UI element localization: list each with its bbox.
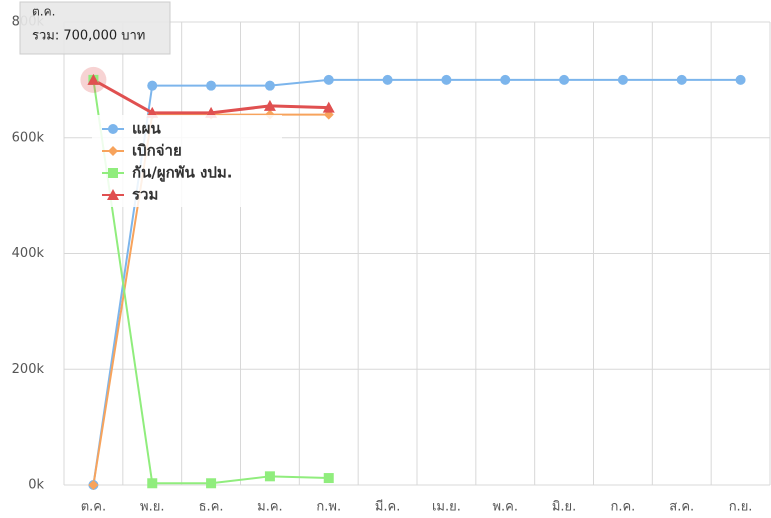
x-tick-label: พ.ย. <box>140 500 164 515</box>
legend-label: กัน/ผูกพัน งปม. <box>132 164 232 183</box>
marker <box>382 74 393 85</box>
legend-label: รวม <box>132 186 158 204</box>
x-tick-label: ส.ค. <box>669 500 694 515</box>
x-tick-label: พ.ค. <box>492 500 518 515</box>
marker <box>108 168 118 178</box>
legend-label: แผน <box>132 120 161 138</box>
y-tick-label: 600k <box>12 130 45 145</box>
marker <box>87 73 100 85</box>
marker <box>323 74 334 85</box>
marker <box>676 74 687 85</box>
marker <box>263 99 276 111</box>
marker <box>206 478 217 489</box>
marker <box>147 478 158 489</box>
y-tick-label: 200k <box>12 362 45 377</box>
x-tick-label: ก.ค. <box>610 500 635 515</box>
x-tick-label: มิ.ย. <box>552 500 576 515</box>
x-tick-label: ธ.ค. <box>199 500 224 515</box>
marker <box>323 473 334 484</box>
marker <box>264 471 275 482</box>
marker <box>108 124 118 134</box>
series-line <box>92 78 741 486</box>
tooltip: ต.ค. รวม: 700,000 บาท <box>19 1 171 55</box>
x-tick-label: ก.พ. <box>316 500 341 515</box>
legend-label: เบิกจ่าย <box>132 142 182 160</box>
marker <box>559 74 570 85</box>
x-tick-label: เม.ย. <box>432 500 461 515</box>
marker <box>206 80 217 91</box>
y-tick-label: 0k <box>28 478 44 493</box>
y-tick-label: 400k <box>12 246 45 261</box>
marker <box>500 74 511 85</box>
legend-box <box>92 115 282 207</box>
x-tick-label: มี.ค. <box>375 499 401 515</box>
x-tick-label: ก.ย. <box>729 500 753 515</box>
tooltip-box <box>19 1 171 55</box>
marker <box>107 189 119 200</box>
marker <box>264 80 275 91</box>
marker <box>147 80 158 91</box>
tooltip-text: รวม: 700,000 บาท <box>32 29 145 44</box>
x-tick-label: ต.ค. <box>81 500 106 515</box>
marker <box>88 480 99 490</box>
marker <box>617 74 628 85</box>
x-tick-label: ม.ค. <box>257 500 283 515</box>
marker <box>735 74 746 85</box>
marker <box>108 146 118 156</box>
marker <box>441 74 452 85</box>
tooltip-title: ต.ค. <box>32 5 55 19</box>
marker <box>322 101 335 113</box>
